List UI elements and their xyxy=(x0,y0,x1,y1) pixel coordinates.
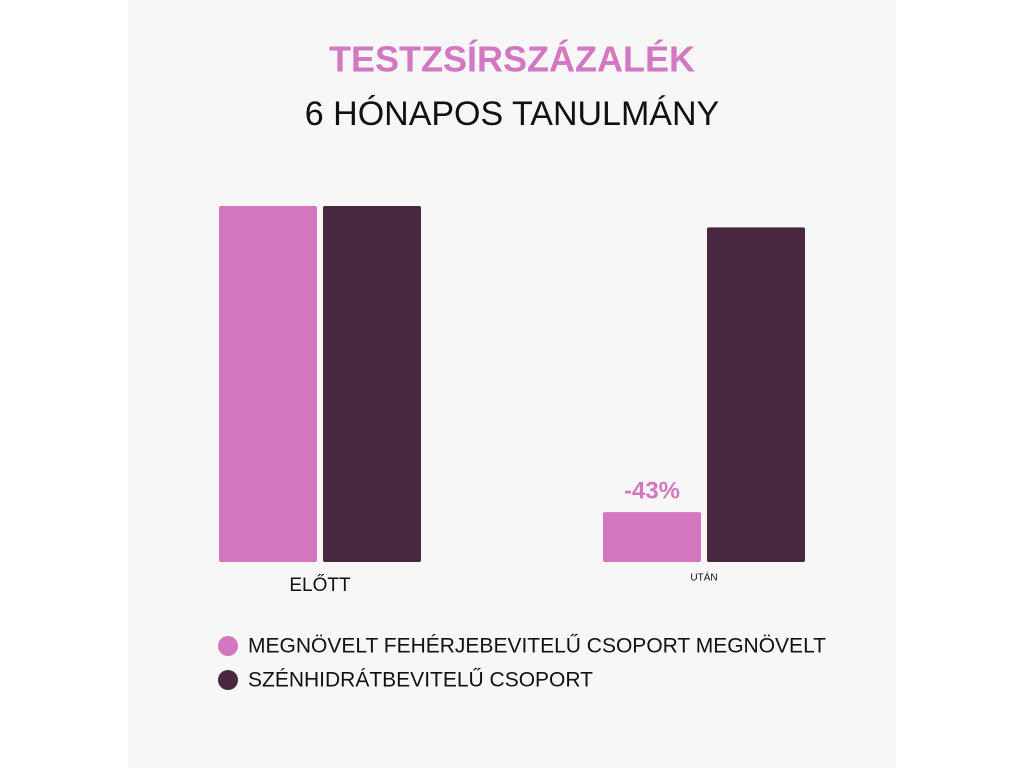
annotation: -43% xyxy=(624,478,680,505)
x-tick-label: UTÁN xyxy=(690,571,717,584)
legend-marker xyxy=(218,636,238,656)
legend-label: SZÉNHIDRÁTBEVITELŰ CSOPORT xyxy=(248,669,593,692)
bar xyxy=(603,512,701,562)
x-tick-label: ELŐTT xyxy=(289,574,351,596)
chart-title: TESTZSÍRSZÁZALÉK xyxy=(329,39,695,80)
legend-label: MEGNÖVELT FEHÉRJEBEVITELŰ CSOPORT MEGNÖV… xyxy=(248,635,826,658)
chart-subtitle: 6 HÓNAPOS TANULMÁNY xyxy=(305,95,719,133)
bar xyxy=(219,206,317,562)
bar xyxy=(323,206,421,562)
legend-marker xyxy=(218,670,238,690)
bar xyxy=(707,227,805,563)
